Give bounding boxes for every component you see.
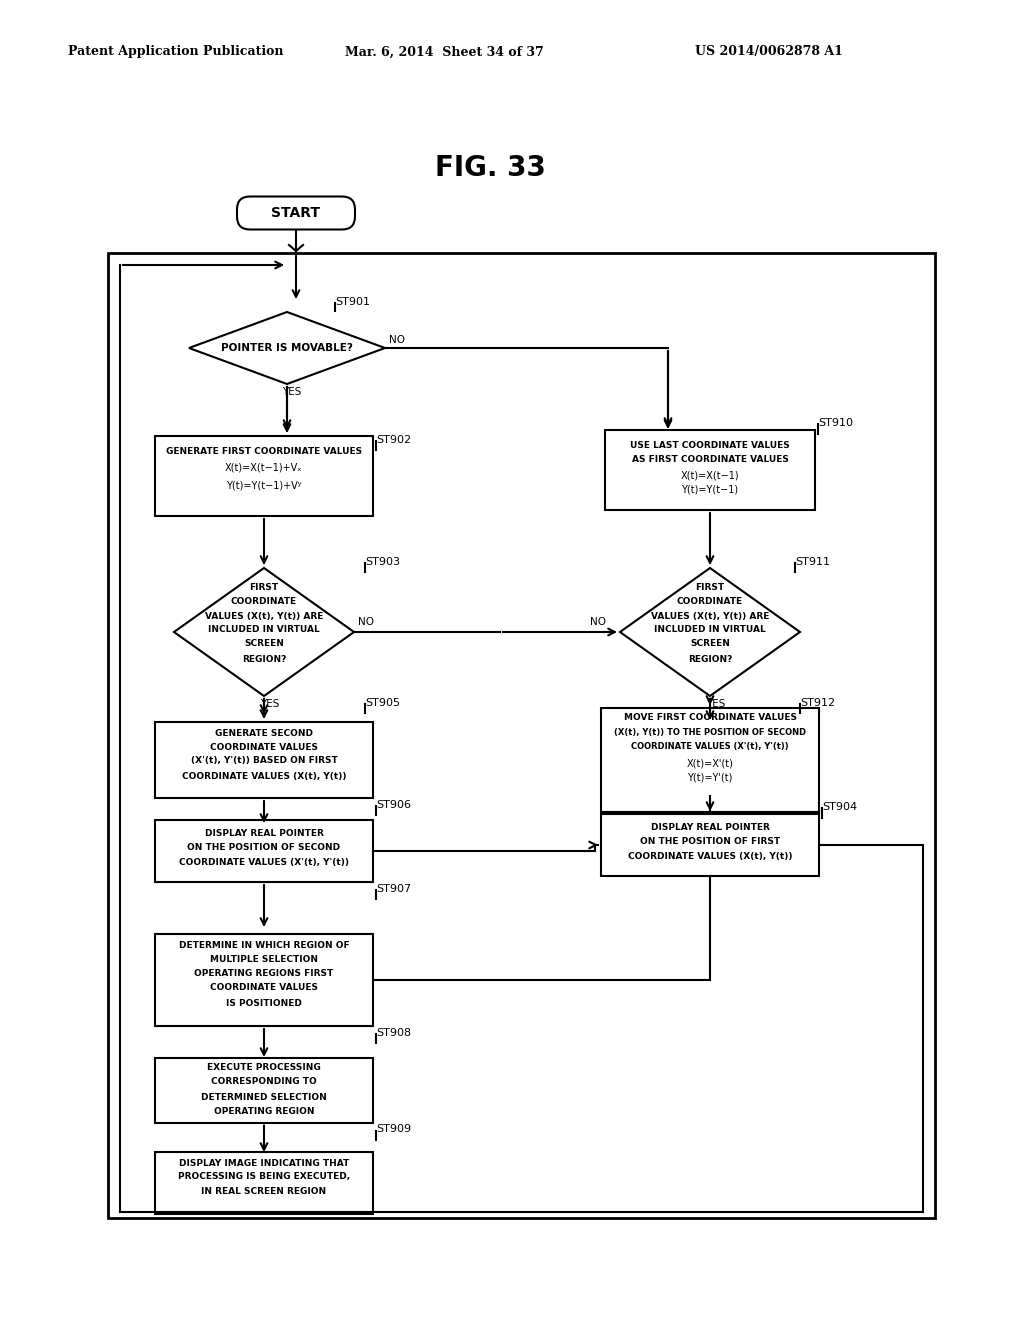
Text: COORDINATE: COORDINATE — [231, 598, 297, 606]
Text: DISPLAY IMAGE INDICATING THAT: DISPLAY IMAGE INDICATING THAT — [179, 1159, 349, 1167]
Text: FIRST: FIRST — [250, 583, 279, 593]
Text: DETERMINED SELECTION: DETERMINED SELECTION — [201, 1093, 327, 1101]
Text: CORRESPONDING TO: CORRESPONDING TO — [211, 1077, 316, 1086]
Text: COORDINATE VALUES: COORDINATE VALUES — [210, 742, 318, 751]
Text: VALUES (X(t), Y(t)) ARE: VALUES (X(t), Y(t)) ARE — [205, 611, 324, 620]
Text: FIG. 33: FIG. 33 — [434, 154, 546, 182]
Text: Y(t)=Y(t−1): Y(t)=Y(t−1) — [681, 484, 738, 495]
Text: COORDINATE VALUES (X(t), Y(t)): COORDINATE VALUES (X(t), Y(t)) — [628, 853, 793, 862]
Text: SCREEN: SCREEN — [690, 639, 730, 648]
Text: MULTIPLE SELECTION: MULTIPLE SELECTION — [210, 956, 318, 965]
Text: USE LAST COORDINATE VALUES: USE LAST COORDINATE VALUES — [630, 441, 790, 450]
Text: DETERMINE IN WHICH REGION OF: DETERMINE IN WHICH REGION OF — [178, 941, 349, 950]
Text: X(t)=X(t−1): X(t)=X(t−1) — [681, 471, 739, 480]
Text: EXECUTE PROCESSING: EXECUTE PROCESSING — [207, 1064, 321, 1072]
Text: AS FIRST COORDINATE VALUES: AS FIRST COORDINATE VALUES — [632, 454, 788, 463]
Text: Y(t)=Y'(t): Y(t)=Y'(t) — [687, 774, 733, 783]
Text: COORDINATE VALUES (X'(t), Y'(t)): COORDINATE VALUES (X'(t), Y'(t)) — [631, 742, 788, 751]
Bar — [155, 820, 373, 882]
Text: INCLUDED IN VIRTUAL: INCLUDED IN VIRTUAL — [654, 626, 766, 635]
Text: IS POSITIONED: IS POSITIONED — [226, 998, 302, 1007]
Polygon shape — [620, 568, 800, 696]
Text: X(t)=X(t−1)+Vₓ: X(t)=X(t−1)+Vₓ — [225, 462, 303, 473]
Text: (X'(t), Y'(t)) BASED ON FIRST: (X'(t), Y'(t)) BASED ON FIRST — [190, 756, 337, 766]
Text: ST911: ST911 — [795, 557, 830, 568]
Text: COORDINATE VALUES: COORDINATE VALUES — [210, 983, 318, 993]
Text: Mar. 6, 2014  Sheet 34 of 37: Mar. 6, 2014 Sheet 34 of 37 — [345, 45, 544, 58]
Bar — [155, 935, 373, 1026]
Text: INCLUDED IN VIRTUAL: INCLUDED IN VIRTUAL — [208, 626, 319, 635]
Text: ST908: ST908 — [376, 1028, 411, 1038]
Text: NO: NO — [590, 616, 606, 627]
Text: GENERATE FIRST COORDINATE VALUES: GENERATE FIRST COORDINATE VALUES — [166, 446, 362, 455]
Text: PROCESSING IS BEING EXECUTED,: PROCESSING IS BEING EXECUTED, — [178, 1172, 350, 1181]
Text: REGION?: REGION? — [688, 655, 732, 664]
Text: YES: YES — [260, 700, 280, 709]
Text: US 2014/0062878 A1: US 2014/0062878 A1 — [695, 45, 843, 58]
Text: POINTER IS MOVABLE?: POINTER IS MOVABLE? — [221, 343, 353, 352]
Bar — [155, 436, 373, 516]
Text: ST903: ST903 — [365, 557, 400, 568]
Text: START: START — [271, 206, 321, 220]
Text: VALUES (X(t), Y(t)) ARE: VALUES (X(t), Y(t)) ARE — [651, 611, 769, 620]
Bar — [108, 253, 935, 1218]
Text: Y(t)=Y(t−1)+Vʸ: Y(t)=Y(t−1)+Vʸ — [226, 480, 302, 490]
Text: ST901: ST901 — [335, 297, 370, 308]
Text: X(t)=X'(t): X(t)=X'(t) — [686, 759, 733, 770]
Polygon shape — [189, 312, 385, 384]
Text: IN REAL SCREEN REGION: IN REAL SCREEN REGION — [202, 1188, 327, 1196]
Text: ST902: ST902 — [376, 436, 411, 445]
Text: ST910: ST910 — [818, 418, 853, 428]
Text: ST907: ST907 — [376, 884, 411, 894]
Text: YES: YES — [283, 387, 302, 397]
Bar — [155, 722, 373, 799]
Bar — [605, 430, 815, 510]
FancyBboxPatch shape — [237, 197, 355, 230]
Text: NO: NO — [389, 335, 406, 345]
Text: NO: NO — [358, 616, 374, 627]
Text: DISPLAY REAL POINTER: DISPLAY REAL POINTER — [650, 822, 769, 832]
Text: YES: YES — [707, 700, 726, 709]
Text: ON THE POSITION OF SECOND: ON THE POSITION OF SECOND — [187, 842, 341, 851]
Text: COORDINATE VALUES (X(t), Y(t)): COORDINATE VALUES (X(t), Y(t)) — [181, 771, 346, 780]
Text: SCREEN: SCREEN — [244, 639, 284, 648]
Bar — [601, 708, 819, 812]
Bar — [155, 1057, 373, 1122]
Polygon shape — [174, 568, 354, 696]
Text: COORDINATE VALUES (X'(t), Y'(t)): COORDINATE VALUES (X'(t), Y'(t)) — [179, 858, 349, 867]
Bar — [155, 1152, 373, 1214]
Text: ON THE POSITION OF FIRST: ON THE POSITION OF FIRST — [640, 837, 780, 846]
Text: OPERATING REGION: OPERATING REGION — [214, 1107, 314, 1117]
Text: DISPLAY REAL POINTER: DISPLAY REAL POINTER — [205, 829, 324, 837]
Text: OPERATING REGIONS FIRST: OPERATING REGIONS FIRST — [195, 969, 334, 978]
Text: ST906: ST906 — [376, 800, 411, 810]
Text: COORDINATE: COORDINATE — [677, 598, 743, 606]
Text: ST905: ST905 — [365, 698, 400, 708]
Text: FIRST: FIRST — [695, 583, 725, 593]
Text: REGION?: REGION? — [242, 655, 286, 664]
Text: Patent Application Publication: Patent Application Publication — [68, 45, 284, 58]
Text: (X(t), Y(t)) TO THE POSITION OF SECOND: (X(t), Y(t)) TO THE POSITION OF SECOND — [614, 727, 806, 737]
Bar — [601, 814, 819, 876]
Text: GENERATE SECOND: GENERATE SECOND — [215, 729, 313, 738]
Text: ST912: ST912 — [800, 698, 836, 708]
Text: MOVE FIRST COORDINATE VALUES: MOVE FIRST COORDINATE VALUES — [624, 713, 797, 722]
Text: ST909: ST909 — [376, 1125, 411, 1134]
Text: ST904: ST904 — [822, 803, 857, 812]
